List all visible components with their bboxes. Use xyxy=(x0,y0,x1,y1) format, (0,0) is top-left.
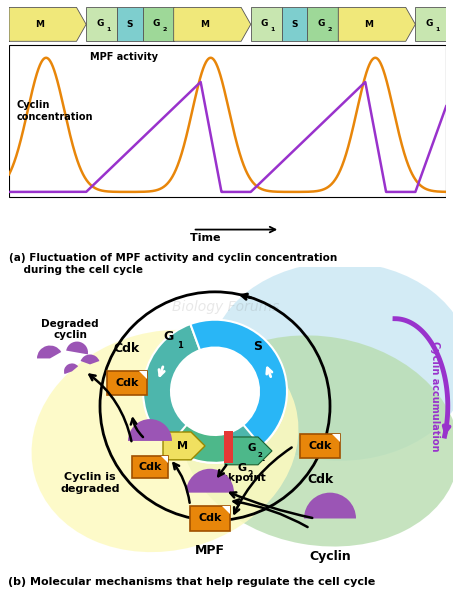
Text: (b) Molecular mechanisms that help regulate the cell cycle: (b) Molecular mechanisms that help regul… xyxy=(8,577,375,587)
Wedge shape xyxy=(304,493,356,518)
Text: G: G xyxy=(163,329,173,343)
Text: S: S xyxy=(291,20,298,29)
Text: 2: 2 xyxy=(163,26,167,32)
Text: Cdk: Cdk xyxy=(114,342,140,355)
Text: G: G xyxy=(96,19,103,28)
Wedge shape xyxy=(66,341,88,355)
Polygon shape xyxy=(338,7,415,41)
Text: 1: 1 xyxy=(106,26,111,32)
Polygon shape xyxy=(163,432,205,460)
Text: 1: 1 xyxy=(435,26,439,32)
Text: G: G xyxy=(261,19,268,28)
Wedge shape xyxy=(37,346,61,358)
Text: G: G xyxy=(248,443,256,453)
Text: M: M xyxy=(178,441,188,451)
Text: (a) Fluctuation of MPF activity and cyclin concentration
    during the cell cyc: (a) Fluctuation of MPF activity and cycl… xyxy=(9,253,337,275)
Text: G: G xyxy=(238,463,247,473)
Bar xyxy=(86,7,117,41)
Ellipse shape xyxy=(32,330,299,552)
Text: Biology Forums: Biology Forums xyxy=(172,300,280,314)
Text: 2: 2 xyxy=(247,470,252,479)
Text: S: S xyxy=(253,340,262,353)
Wedge shape xyxy=(64,364,78,374)
Text: G: G xyxy=(153,19,160,28)
Polygon shape xyxy=(332,434,340,442)
Text: Cdk: Cdk xyxy=(198,514,222,523)
Bar xyxy=(132,456,168,478)
Text: Cyclin: Cyclin xyxy=(309,550,351,563)
Bar xyxy=(308,7,338,41)
Text: Cdk: Cdk xyxy=(308,441,332,451)
Text: 1: 1 xyxy=(270,26,275,32)
Text: M: M xyxy=(365,20,374,29)
Bar xyxy=(190,506,230,530)
Bar xyxy=(251,7,282,41)
Text: 2: 2 xyxy=(258,452,263,458)
Text: M: M xyxy=(200,20,209,29)
Text: MPF activity: MPF activity xyxy=(90,52,158,62)
Text: 2: 2 xyxy=(327,26,332,32)
Text: S: S xyxy=(127,20,133,29)
Text: G: G xyxy=(245,445,254,455)
Bar xyxy=(300,434,340,458)
Text: M: M xyxy=(35,20,44,29)
Text: Cyclin accumulation: Cyclin accumulation xyxy=(430,341,440,451)
Text: Cdk: Cdk xyxy=(138,462,162,472)
Wedge shape xyxy=(143,324,283,463)
Bar xyxy=(282,7,308,41)
Text: Cdk: Cdk xyxy=(116,379,139,388)
Bar xyxy=(143,7,173,41)
Text: G: G xyxy=(425,19,433,28)
Bar xyxy=(117,7,143,41)
Wedge shape xyxy=(169,425,240,463)
Wedge shape xyxy=(190,320,287,446)
Polygon shape xyxy=(139,371,147,379)
Text: Degraded
cyclin: Degraded cyclin xyxy=(41,319,99,340)
Text: Cdk: Cdk xyxy=(307,473,333,486)
Text: Cyclin is
degraded: Cyclin is degraded xyxy=(60,472,120,494)
Polygon shape xyxy=(222,506,230,514)
Polygon shape xyxy=(173,7,251,41)
Text: 1: 1 xyxy=(177,341,183,350)
Text: Cyclin
concentration: Cyclin concentration xyxy=(17,100,93,122)
Bar xyxy=(107,371,147,395)
Bar xyxy=(224,431,233,463)
Text: MPF: MPF xyxy=(195,544,225,557)
Wedge shape xyxy=(81,355,99,364)
Polygon shape xyxy=(225,437,272,465)
Text: checkpoint: checkpoint xyxy=(202,473,266,483)
Wedge shape xyxy=(186,469,234,493)
Text: Time: Time xyxy=(190,233,225,243)
Ellipse shape xyxy=(210,262,453,461)
Wedge shape xyxy=(128,419,172,441)
Polygon shape xyxy=(9,7,86,41)
Circle shape xyxy=(171,347,259,435)
Ellipse shape xyxy=(181,335,453,547)
Bar xyxy=(9,45,446,197)
Text: 2: 2 xyxy=(259,454,264,463)
Text: G: G xyxy=(318,19,325,28)
Bar xyxy=(415,7,446,41)
Polygon shape xyxy=(161,456,168,463)
